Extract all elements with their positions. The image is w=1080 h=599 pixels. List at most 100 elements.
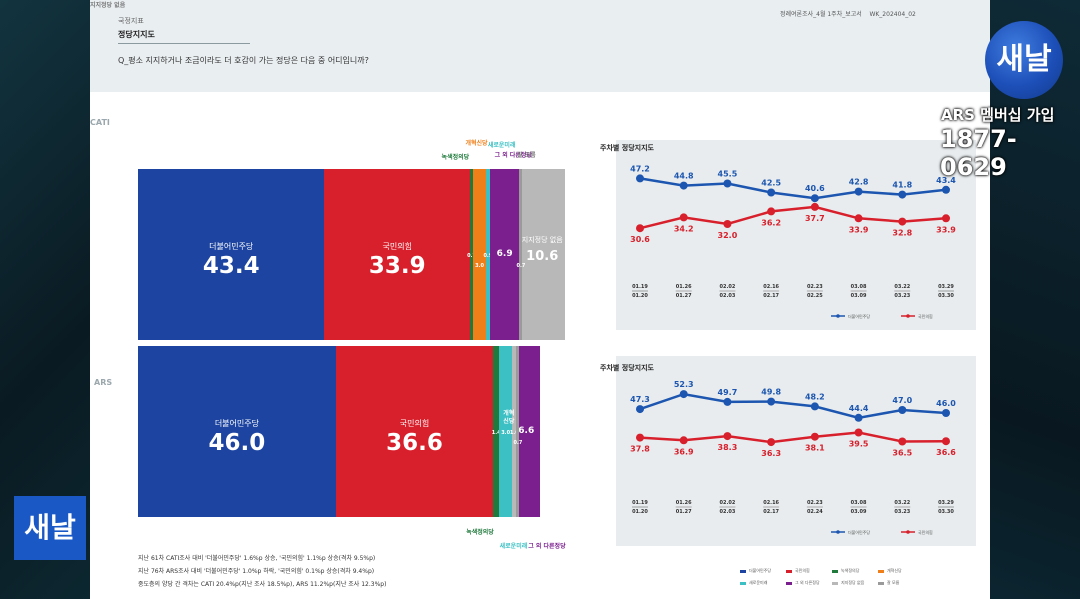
series-0-point-7	[942, 185, 950, 194]
ars-other-party-label: 그 외 다른정당	[528, 543, 566, 550]
ars-trend-panel: 주차별 정당지지도 47.3 52.3 49.7 49.8 48.2 44.4 47.0 46…	[600, 356, 976, 546]
series-0-label-5: 44.4	[849, 404, 869, 413]
report-header-band	[90, 0, 990, 92]
series-0-point-7	[942, 409, 950, 417]
series-0-point-5	[854, 413, 863, 422]
footnote-3: 중도층의 양당 간 격차는 CATI 20.4%p(지난 조사 18.5%p),…	[138, 581, 387, 588]
legend-text-0: 더불어민주당	[749, 568, 772, 573]
cati-trend-panel: 주차별 정당지지도 47.2 44.8 45.5 42.5 40.6 42.8 41.8 43…	[600, 140, 976, 330]
x-tick-label-5-1: 03.09	[851, 293, 867, 299]
legend-swatch-6	[832, 581, 838, 585]
x-tick-label-6-1: 03.23	[894, 509, 910, 515]
bar-name-1: 국민의힘	[382, 241, 412, 251]
series-0-point-1	[679, 181, 688, 190]
x-tick-label-7-1: 03.30	[938, 293, 954, 299]
x-tick-label-3-1: 02.17	[763, 509, 779, 515]
report-page: 국정지표 정당지지도 정례여론조사_4월 1주차_보고서 WK_202404_0…	[90, 0, 990, 599]
bar-name-0: 더불어민주당	[214, 418, 259, 428]
bar-segment-1: 국민의힘 36.6	[335, 346, 494, 517]
x-tick-label-5-0: 03.08	[851, 500, 867, 506]
series-1-label-0: 30.6	[630, 235, 650, 244]
series-0-label-0: 47.2	[630, 164, 650, 173]
legend-marker-1	[906, 530, 910, 534]
series-0-label-6: 47.0	[892, 396, 912, 405]
bar-value-3: 3.0	[475, 262, 484, 269]
series-0-label-1: 52.3	[674, 380, 694, 389]
cati-line-chart: 47.2 44.8 45.5 42.5 40.6 42.8 41.8 43.4 30.6 34.2…	[630, 164, 956, 319]
x-tick-label-6-0: 03.22	[894, 284, 910, 290]
series-0-label-3: 49.8	[761, 388, 781, 397]
x-tick-label-0-1: 01.20	[632, 293, 648, 299]
legend-swatch-7	[878, 581, 884, 585]
series-1-point-7	[942, 437, 950, 446]
series-1-label-2: 32.0	[718, 231, 738, 240]
series-0-point-0	[636, 174, 644, 183]
legend-label-1: 국민의힘	[918, 313, 933, 319]
legend-marker-0	[836, 530, 840, 534]
series-line-0	[639, 177, 947, 200]
x-tick-label-2-1: 02.03	[720, 293, 736, 299]
x-tick-label-1-1: 01.27	[676, 509, 692, 515]
x-tick-label-2-1: 02.03	[720, 509, 736, 515]
bar-outside-label-4: 새로운미래	[487, 142, 516, 149]
bar-name-6: 지지정당 없음	[521, 235, 563, 244]
series-0-point-4	[810, 194, 819, 203]
legend-marker-0	[836, 314, 840, 318]
x-tick-label-4-0: 02.23	[807, 500, 823, 506]
series-1-label-4: 38.1	[805, 444, 825, 453]
series-1-point-1	[679, 213, 688, 222]
series-line-0	[639, 392, 947, 420]
bar-value-7: 0.7	[513, 439, 523, 446]
series-1-label-5: 39.5	[849, 440, 869, 449]
bar-value-0: 43.4	[202, 252, 260, 279]
legend-swatch-2	[832, 569, 838, 573]
bar-segment-7: 0.7	[513, 346, 522, 517]
series-1-point-1	[679, 436, 688, 445]
bar-segment-0: 더불어민주당 46.0	[138, 346, 336, 517]
x-tick-label-4-1: 02.25	[807, 293, 823, 299]
series-0-label-0: 47.3	[630, 395, 650, 404]
legend-swatch-0	[740, 569, 746, 573]
series-0-label-1: 44.8	[674, 172, 694, 181]
bar-value-4: 0.9	[483, 252, 493, 259]
series-0-label-4: 40.6	[805, 184, 825, 193]
x-tick-label-3-1: 02.17	[763, 293, 779, 299]
series-line-1	[639, 205, 947, 230]
series-1-label-1: 36.9	[674, 447, 694, 456]
series-0-label-2: 45.5	[718, 170, 738, 179]
series-1-point-3	[767, 207, 776, 216]
x-tick-label-1-0: 01.26	[676, 500, 692, 506]
legend-swatch-5	[786, 581, 792, 585]
bar-segment-4: 3.0	[499, 346, 513, 517]
bar-value-6: 10.6	[526, 248, 559, 264]
legend-item-3: 개혁신당	[878, 568, 902, 574]
bar-value-5: 6.9	[496, 248, 513, 259]
series-0-point-0	[636, 405, 644, 414]
footnote-2: 지난 76차 ARS조사 대비 '더불어민주당' 1.0%p 하락, '국민의힘…	[138, 568, 375, 575]
bar-outside-label-2: 녹색정의당	[466, 529, 494, 536]
bar-segment-2: 0.7	[467, 169, 476, 340]
series-0-point-1	[679, 390, 688, 399]
bar-value-0: 46.0	[208, 429, 266, 456]
series-1-label-3: 36.3	[761, 449, 781, 458]
bar-segment-0: 더불어민주당 43.4	[138, 169, 325, 340]
series-0-label-3: 42.5	[761, 179, 781, 188]
series-0-label-7: 46.0	[936, 399, 956, 408]
bar-outside-label-3: 개혁신당	[465, 140, 488, 147]
cati-trend-title: 주차별 정당지지도	[600, 144, 654, 152]
x-tick-label-0-0: 01.19	[632, 284, 648, 290]
bar-segment-5: 6.9	[489, 169, 520, 340]
x-tick-label-1-1: 01.27	[676, 293, 692, 299]
legend-swatch-3	[878, 569, 884, 573]
bar-value-2: 1.4	[491, 429, 501, 436]
survey-question: Q_평소 지지하거나 조금이라도 더 호감이 가는 정당은 다음 중 어디입니까…	[118, 56, 369, 65]
legend-label-0: 더불어민주당	[848, 529, 870, 535]
legend-text-2: 녹색정의당	[841, 568, 860, 573]
series-1-point-5	[854, 428, 863, 437]
series-1-point-0	[636, 433, 644, 442]
legend-text-6: 지지정당 없음	[841, 580, 865, 585]
section-label-ars: ARS	[94, 378, 113, 387]
x-tick-label-1-0: 01.26	[676, 284, 692, 290]
x-tick-label-4-1: 02.24	[807, 509, 823, 515]
bar-segment-6: 10.6 지지정당 없음	[519, 169, 565, 340]
